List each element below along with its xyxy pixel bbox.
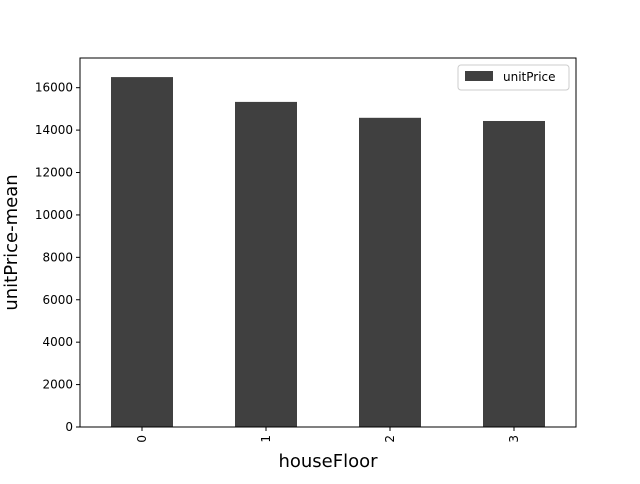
legend: unitPrice <box>457 64 570 91</box>
bar-0 <box>111 77 173 427</box>
y-tick-label: 6000 <box>42 293 73 307</box>
x-tick-label: 1 <box>259 435 273 443</box>
y-axis: 0 2000 4000 6000 8000 10000 12000 14000 16000 <box>35 81 80 434</box>
bar-3 <box>483 120 545 427</box>
y-tick-label: 0 <box>65 420 73 434</box>
x-axis: 0 1 2 3 <box>135 427 521 443</box>
plot-area-frame <box>79 57 577 428</box>
y-tick-label: 10000 <box>35 208 73 222</box>
x-tick-label: 0 <box>135 435 149 443</box>
y-tick-label: 4000 <box>42 335 73 349</box>
y-tick-label: 12000 <box>35 166 73 180</box>
x-axis-label: houseFloor <box>278 451 378 472</box>
bars-layer <box>111 77 545 427</box>
y-tick-label: 2000 <box>42 378 73 392</box>
bar-2 <box>359 117 421 427</box>
y-axis-label: unitPrice-mean <box>1 174 22 310</box>
legend-swatch <box>465 71 493 81</box>
bar-1 <box>235 101 297 427</box>
y-tick-label: 8000 <box>42 250 73 264</box>
x-tick-label: 3 <box>507 435 521 443</box>
y-tick-label: 14000 <box>35 123 73 137</box>
y-tick-label: 16000 <box>35 81 73 95</box>
x-tick-label: 2 <box>383 435 397 443</box>
legend-label: unitPrice <box>503 70 556 84</box>
